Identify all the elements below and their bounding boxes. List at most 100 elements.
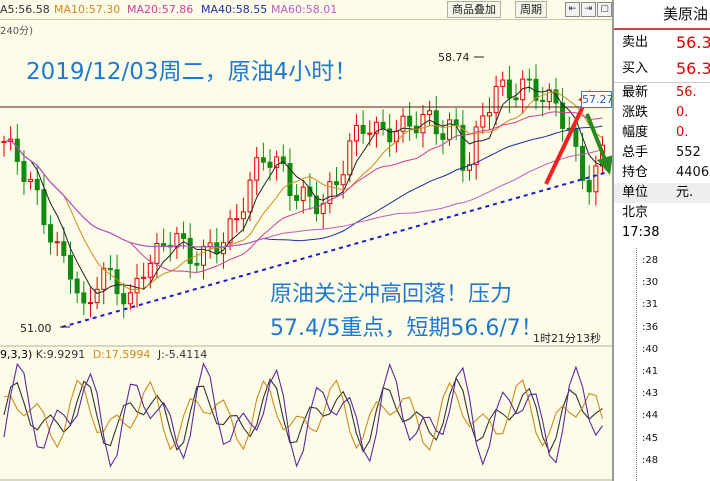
candle-body	[520, 78, 526, 101]
expand-icon[interactable]: ▢	[597, 2, 612, 17]
candle-body	[94, 288, 100, 304]
candle-body	[114, 269, 120, 295]
moving-average-lines	[3, 86, 603, 294]
candle-body	[141, 276, 147, 279]
tick-column-line	[636, 248, 637, 481]
overlay-button[interactable]: 商品叠加	[447, 1, 501, 18]
ma60-label: MA60:58.01	[271, 3, 338, 16]
kdj-j-line	[3, 362, 603, 468]
candle-body	[593, 165, 599, 193]
note-line-2: 57.4/5重点，短期56.6/7！	[270, 316, 543, 341]
candle-body	[274, 156, 280, 168]
candle-body	[546, 89, 552, 102]
stat-row: 最新 56.	[614, 83, 710, 103]
candle-body	[573, 128, 579, 147]
candle-body	[187, 237, 193, 264]
quote-panel: 美原油 卖出 56.3 买入 56.3 最新 56. 涨跌 0. 幅度 0. 总手 55…	[612, 0, 710, 481]
stat-value: 0.	[676, 105, 689, 120]
kdj-params: 9,3,3)	[0, 348, 33, 361]
candle-body	[154, 242, 160, 264]
instrument-title: 美原油	[614, 0, 710, 30]
ask-label: 卖出	[622, 35, 649, 50]
candle-body	[61, 241, 67, 256]
unit-value: 元.	[676, 185, 694, 200]
stat-value: 552	[676, 145, 701, 160]
candle-body	[360, 124, 366, 134]
time-tick: :28	[642, 255, 659, 266]
candle-body	[473, 126, 479, 166]
bid-row: 买入 56.3	[614, 56, 710, 83]
stat-row: 涨跌 0.	[614, 103, 710, 123]
time-tick: :48	[642, 454, 659, 466]
note-line-1: 原油关注冲高回落！压力	[270, 282, 513, 307]
candle-body	[54, 241, 60, 244]
candle-body	[161, 242, 167, 246]
kdj-lines	[3, 362, 604, 468]
indicator-toolbar: A5:56.58 MA10:57.30 MA20:57.86 MA40:58.5…	[0, 0, 612, 20]
candle-body	[506, 79, 512, 99]
stat-value: 4406	[676, 165, 710, 180]
forward-icon[interactable]: ⇥	[581, 2, 596, 17]
stat-value: 0.	[676, 125, 689, 140]
candle-body	[227, 218, 233, 244]
stat-row: 幅度 0.	[614, 123, 710, 143]
stat-row: 总手 552	[614, 143, 710, 163]
stat-label: 涨跌	[622, 105, 649, 120]
ma10-line	[3, 91, 603, 291]
stat-label: 幅度	[622, 125, 649, 140]
stat-label: 最新	[622, 85, 649, 100]
stat-row: 持仓 4406	[614, 163, 710, 183]
ma5-label: A5:56.58	[0, 3, 50, 16]
support-trendline	[61, 171, 609, 328]
candle-body	[34, 178, 40, 191]
stat-value: 56.	[676, 85, 697, 100]
candle-body	[48, 224, 54, 243]
green-arrow-head	[597, 155, 612, 175]
candle-body	[467, 164, 472, 171]
ma10-label: MA10:57.30	[54, 3, 121, 16]
candle-body	[1, 141, 7, 144]
time-tick: :43	[642, 388, 659, 400]
candle-body	[380, 121, 386, 130]
candle-body	[460, 124, 466, 171]
candle-body	[234, 218, 240, 221]
kdj-d-line	[3, 379, 604, 451]
ma40-label: MA40:58.55	[201, 3, 268, 16]
kdj-j-value: J:-5.4114	[157, 348, 208, 361]
candle-body	[353, 124, 359, 142]
candle-body	[387, 128, 393, 143]
candle-body	[493, 85, 499, 114]
candle-body	[28, 178, 34, 182]
ask-value: 56.3	[676, 33, 710, 52]
candle-body	[347, 140, 353, 176]
unit-row: 单位 元.	[614, 183, 710, 203]
price-chart	[0, 56, 612, 481]
kdj-k-value: K:9.9291	[35, 348, 86, 361]
candle-body	[586, 179, 592, 193]
candle-body	[486, 112, 492, 117]
candle-body	[260, 157, 266, 163]
candle-body	[480, 115, 486, 128]
candle-body	[427, 110, 433, 115]
candle-body	[340, 174, 346, 186]
candle-body	[400, 115, 406, 132]
candle-body	[500, 79, 506, 87]
candle-body	[147, 262, 153, 278]
candle-body	[14, 138, 20, 162]
candle-body	[201, 245, 206, 266]
time-tick: :40	[642, 343, 659, 355]
candle-body	[314, 195, 320, 215]
back-icon[interactable]: ⇤	[565, 2, 580, 17]
candle-body	[254, 157, 260, 181]
candle-body	[407, 115, 413, 127]
candle-body	[327, 181, 333, 205]
period-tag: 240分)	[0, 26, 33, 37]
candle-body	[540, 99, 546, 102]
candle-body	[433, 110, 439, 135]
price-tag: 57.27	[581, 91, 614, 108]
ma60-line	[3, 139, 603, 248]
kdj-d-value: D:17.5994	[92, 348, 151, 361]
candle-body	[74, 278, 80, 294]
period-button[interactable]: 周期	[515, 1, 547, 18]
kdj-k-line	[3, 376, 603, 454]
